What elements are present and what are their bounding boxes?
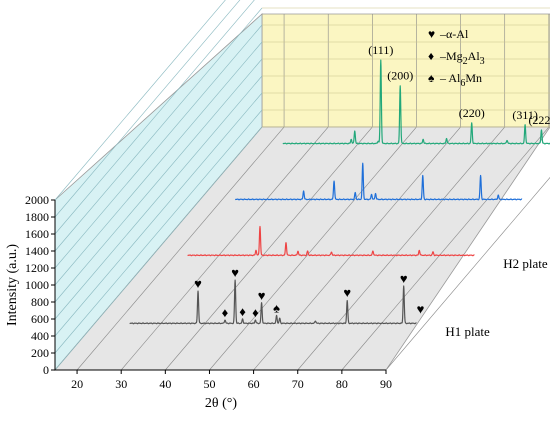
x-tick-label: 80 (336, 377, 348, 391)
heart-marker: ♥ (343, 285, 351, 300)
floor-grid-line (165, 126, 373, 371)
y-tick-label: 600 (31, 312, 49, 326)
y-tick-label: 1400 (25, 244, 49, 258)
heart-marker: ♥ (400, 271, 408, 286)
heart-marker: ♥ (194, 276, 202, 291)
x-tick-label: 20 (71, 377, 83, 391)
legend-symbol: ♦ (428, 49, 434, 63)
miller-index-label: (200) (387, 69, 413, 83)
y-tick-label: 0 (43, 363, 49, 377)
floor-grid-line (120, 126, 329, 371)
floor-grid-line (297, 126, 505, 371)
series-n2-plate: N2 plate(111)(200)(220)(311)(222) (282, 43, 550, 145)
floor-grid-line (209, 126, 417, 371)
legend: ♥ –α-Al ♦ –Mg2Al3 ♠ – Al6Mn (428, 27, 485, 89)
floor-grid-line (341, 126, 550, 371)
side-wall-grid-line (54, 75, 263, 320)
legend-entry: –α-Al (439, 27, 469, 41)
x-tick-label: 30 (115, 377, 127, 391)
diamond-marker: ♦ (239, 304, 246, 319)
series-line (234, 162, 523, 201)
heart-marker: ♥ (231, 265, 239, 280)
series-group: N2 plate(111)(200)(220)(311)(222)N1 plat… (129, 43, 550, 339)
y-tick-label: 400 (31, 329, 49, 343)
miller-index-label: (111) (368, 43, 393, 57)
y-axis-title: Intensity (a.u.) (5, 244, 20, 326)
y-tick-label: 800 (31, 295, 49, 309)
y-tick-label: 200 (31, 346, 49, 360)
side-wall-grid-line (54, 24, 263, 269)
y-tick-label: 2000 (25, 193, 49, 207)
side-wall-grid-line (54, 126, 263, 371)
miller-index-label: (222) (528, 113, 550, 127)
series-h1-plate: H1 plate ♥ ♦ ♥ ♦ ♦ ♥ ♠ ♥ ♥ ♥ (129, 265, 490, 339)
miller-index-label: (311) (512, 108, 538, 122)
grid-lines (54, 0, 550, 371)
floor-grid-line (385, 177, 550, 371)
side-wall-grid-line (54, 0, 255, 235)
heart-marker: ♥ (258, 288, 266, 303)
diamond-marker: ♦ (252, 305, 259, 320)
legend-symbol: ♥ (428, 27, 435, 41)
series-line (282, 59, 550, 145)
x-axis-title: 2θ (°) (205, 396, 237, 411)
spade-marker: ♠ (273, 301, 280, 316)
series-line (187, 225, 475, 257)
legend-symbol: ♠ (428, 71, 435, 85)
x-tick-label: 90 (380, 377, 392, 391)
x-tick-label: 50 (203, 377, 215, 391)
side-wall-grid-line (54, 41, 263, 286)
axis-ticks: 20 30 40 50 60 70 80 90 0 200 400 600 800 1000 1200 140… (25, 193, 392, 391)
x-tick-label: 70 (292, 377, 304, 391)
y-tick-label: 1200 (25, 261, 49, 275)
side-wall-grid-line (54, 109, 263, 354)
series-h2-plate: H2 plate (187, 225, 548, 271)
floor-grid-line (76, 126, 285, 371)
side-wall-grid-line (54, 58, 263, 303)
series-n1-plate: N1 plate (234, 162, 523, 201)
y-tick-label: 1600 (25, 227, 49, 241)
side-wall-grid-line (54, 92, 263, 337)
y-tick-label: 1800 (25, 210, 49, 224)
side-wall-grid-line (54, 7, 263, 252)
series-label: H1 plate (445, 324, 490, 339)
heart-marker: ♥ (417, 301, 425, 316)
y-tick-label: 1000 (25, 278, 49, 292)
legend-entry: – Al6Mn (439, 71, 482, 89)
diamond-marker: ♦ (222, 305, 229, 320)
x-tick-label: 40 (159, 377, 171, 391)
floor-grid-line (253, 126, 461, 371)
series-label: H2 plate (503, 256, 548, 271)
x-tick-label: 60 (248, 377, 260, 391)
series-line (129, 279, 417, 325)
side-wall-grid-line (54, 0, 241, 218)
miller-index-label: (220) (459, 106, 485, 120)
legend-entry: –Mg2Al3 (439, 49, 485, 67)
side-wall-grid-line (54, 0, 226, 201)
